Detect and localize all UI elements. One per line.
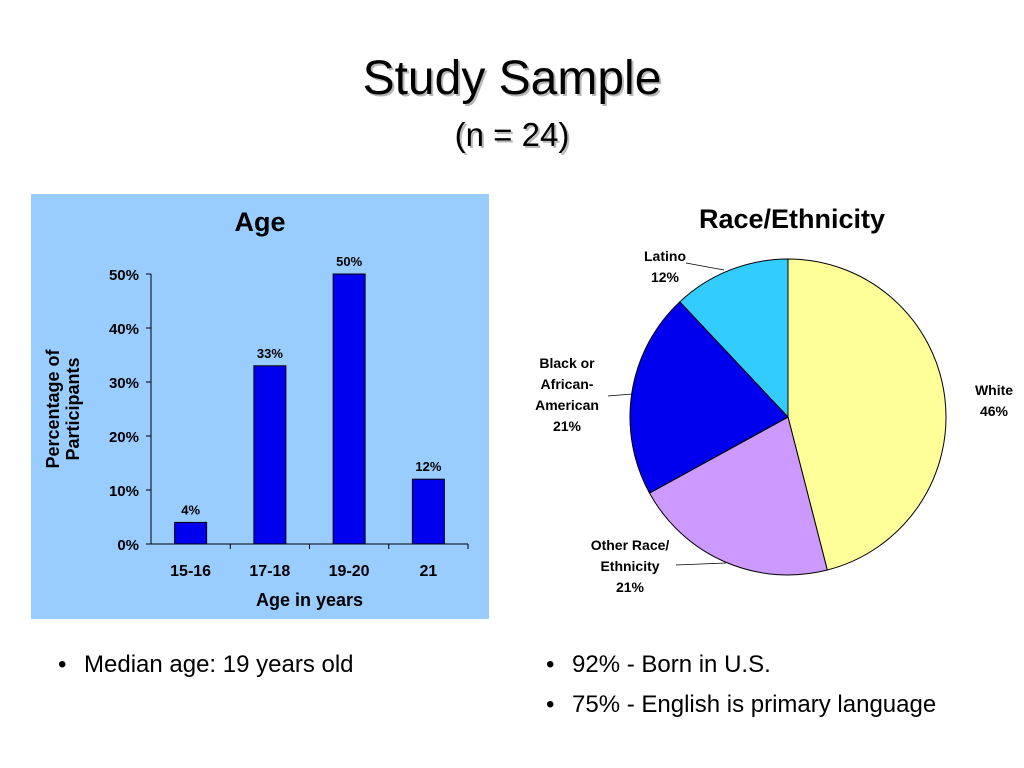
bar <box>411 478 445 545</box>
leader-line <box>607 393 633 397</box>
bar <box>174 521 208 545</box>
x-tick-label: 21 <box>419 563 437 580</box>
bullet-dot-icon: • <box>546 691 555 718</box>
y-axis-title: Percentage ofParticipants <box>43 348 83 468</box>
age-bar-chart: Age 0% 10% 20% 30% 40% 50% 4% 15-16 33% 17-18 50% 19… <box>43 207 469 610</box>
y-tick-label: 0% <box>117 537 139 554</box>
leader-line <box>685 262 725 271</box>
pie-slice-label: White 46% <box>975 382 1013 419</box>
pie-slice <box>629 301 789 494</box>
pie-chart-title: Race/Ethnicity <box>699 204 885 234</box>
pie-slice <box>648 416 828 576</box>
y-tick-label: 20% <box>109 429 139 446</box>
age-chart-panel: Age 0% 10% 20% 30% 40% 50% 4% 15-16 33% 17-18 50% 19… <box>31 194 489 619</box>
bar-value-label: 4% <box>181 502 200 517</box>
bullet-dot-icon: • <box>58 651 67 678</box>
pie-slice <box>679 258 789 419</box>
bar-value-label: 50% <box>336 254 362 269</box>
x-tick-label: 17-18 <box>249 563 290 580</box>
x-tick-label: 15-16 <box>170 563 211 580</box>
bar <box>253 365 287 545</box>
bar-chart-title: Age <box>234 207 285 237</box>
slide-title: Study Sample <box>362 52 662 105</box>
bullet-list-left: • Median age: 19 years old <box>58 645 354 685</box>
bullet-item: • Median age: 19 years old <box>58 645 354 685</box>
y-tick-label: 10% <box>109 483 139 500</box>
pie-slice-label: Black or African-American 21% <box>535 355 599 434</box>
bar-value-label: 12% <box>415 459 441 474</box>
pie-slice <box>787 258 947 571</box>
bullet-item: • 92% - Born in U.S. <box>546 645 936 685</box>
bar <box>332 273 366 545</box>
pie-slice-label: Latino 12% <box>644 248 686 285</box>
bullet-dot-icon: • <box>546 651 555 678</box>
y-tick-label: 30% <box>109 375 139 392</box>
bullet-list-right: • 92% - Born in U.S. • 75% - English is pr… <box>546 645 936 725</box>
bar-value-label: 33% <box>257 346 283 361</box>
leader-line <box>675 562 727 566</box>
y-tick-label: 40% <box>109 321 139 338</box>
race-chart-panel: Race/Ethnicity White 46% Other Race/Ethnici… <box>510 196 1024 606</box>
race-pie-chart: Race/Ethnicity White 46% Other Race/Ethnici… <box>535 204 1013 595</box>
y-tick-label: 50% <box>109 267 139 284</box>
bullet-item: • 75% - English is primary language <box>546 685 936 725</box>
slide-subtitle: (n = 24) <box>454 116 570 153</box>
pie-slice-label: Other Race/Ethnicity 21% <box>591 537 670 595</box>
x-tick-label: 19-20 <box>329 563 370 580</box>
x-axis-title: Age in years <box>256 590 363 610</box>
